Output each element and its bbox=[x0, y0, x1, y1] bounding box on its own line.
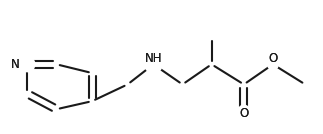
Text: NH: NH bbox=[145, 52, 162, 66]
Text: O: O bbox=[268, 52, 277, 66]
Circle shape bbox=[267, 59, 278, 70]
Text: N: N bbox=[11, 58, 19, 71]
Circle shape bbox=[20, 57, 35, 72]
Text: O: O bbox=[239, 107, 248, 120]
Text: NH: NH bbox=[145, 52, 162, 66]
Text: O: O bbox=[239, 107, 248, 120]
Circle shape bbox=[145, 56, 162, 73]
Text: O: O bbox=[268, 52, 277, 66]
Circle shape bbox=[238, 105, 249, 116]
Text: N: N bbox=[11, 58, 19, 71]
